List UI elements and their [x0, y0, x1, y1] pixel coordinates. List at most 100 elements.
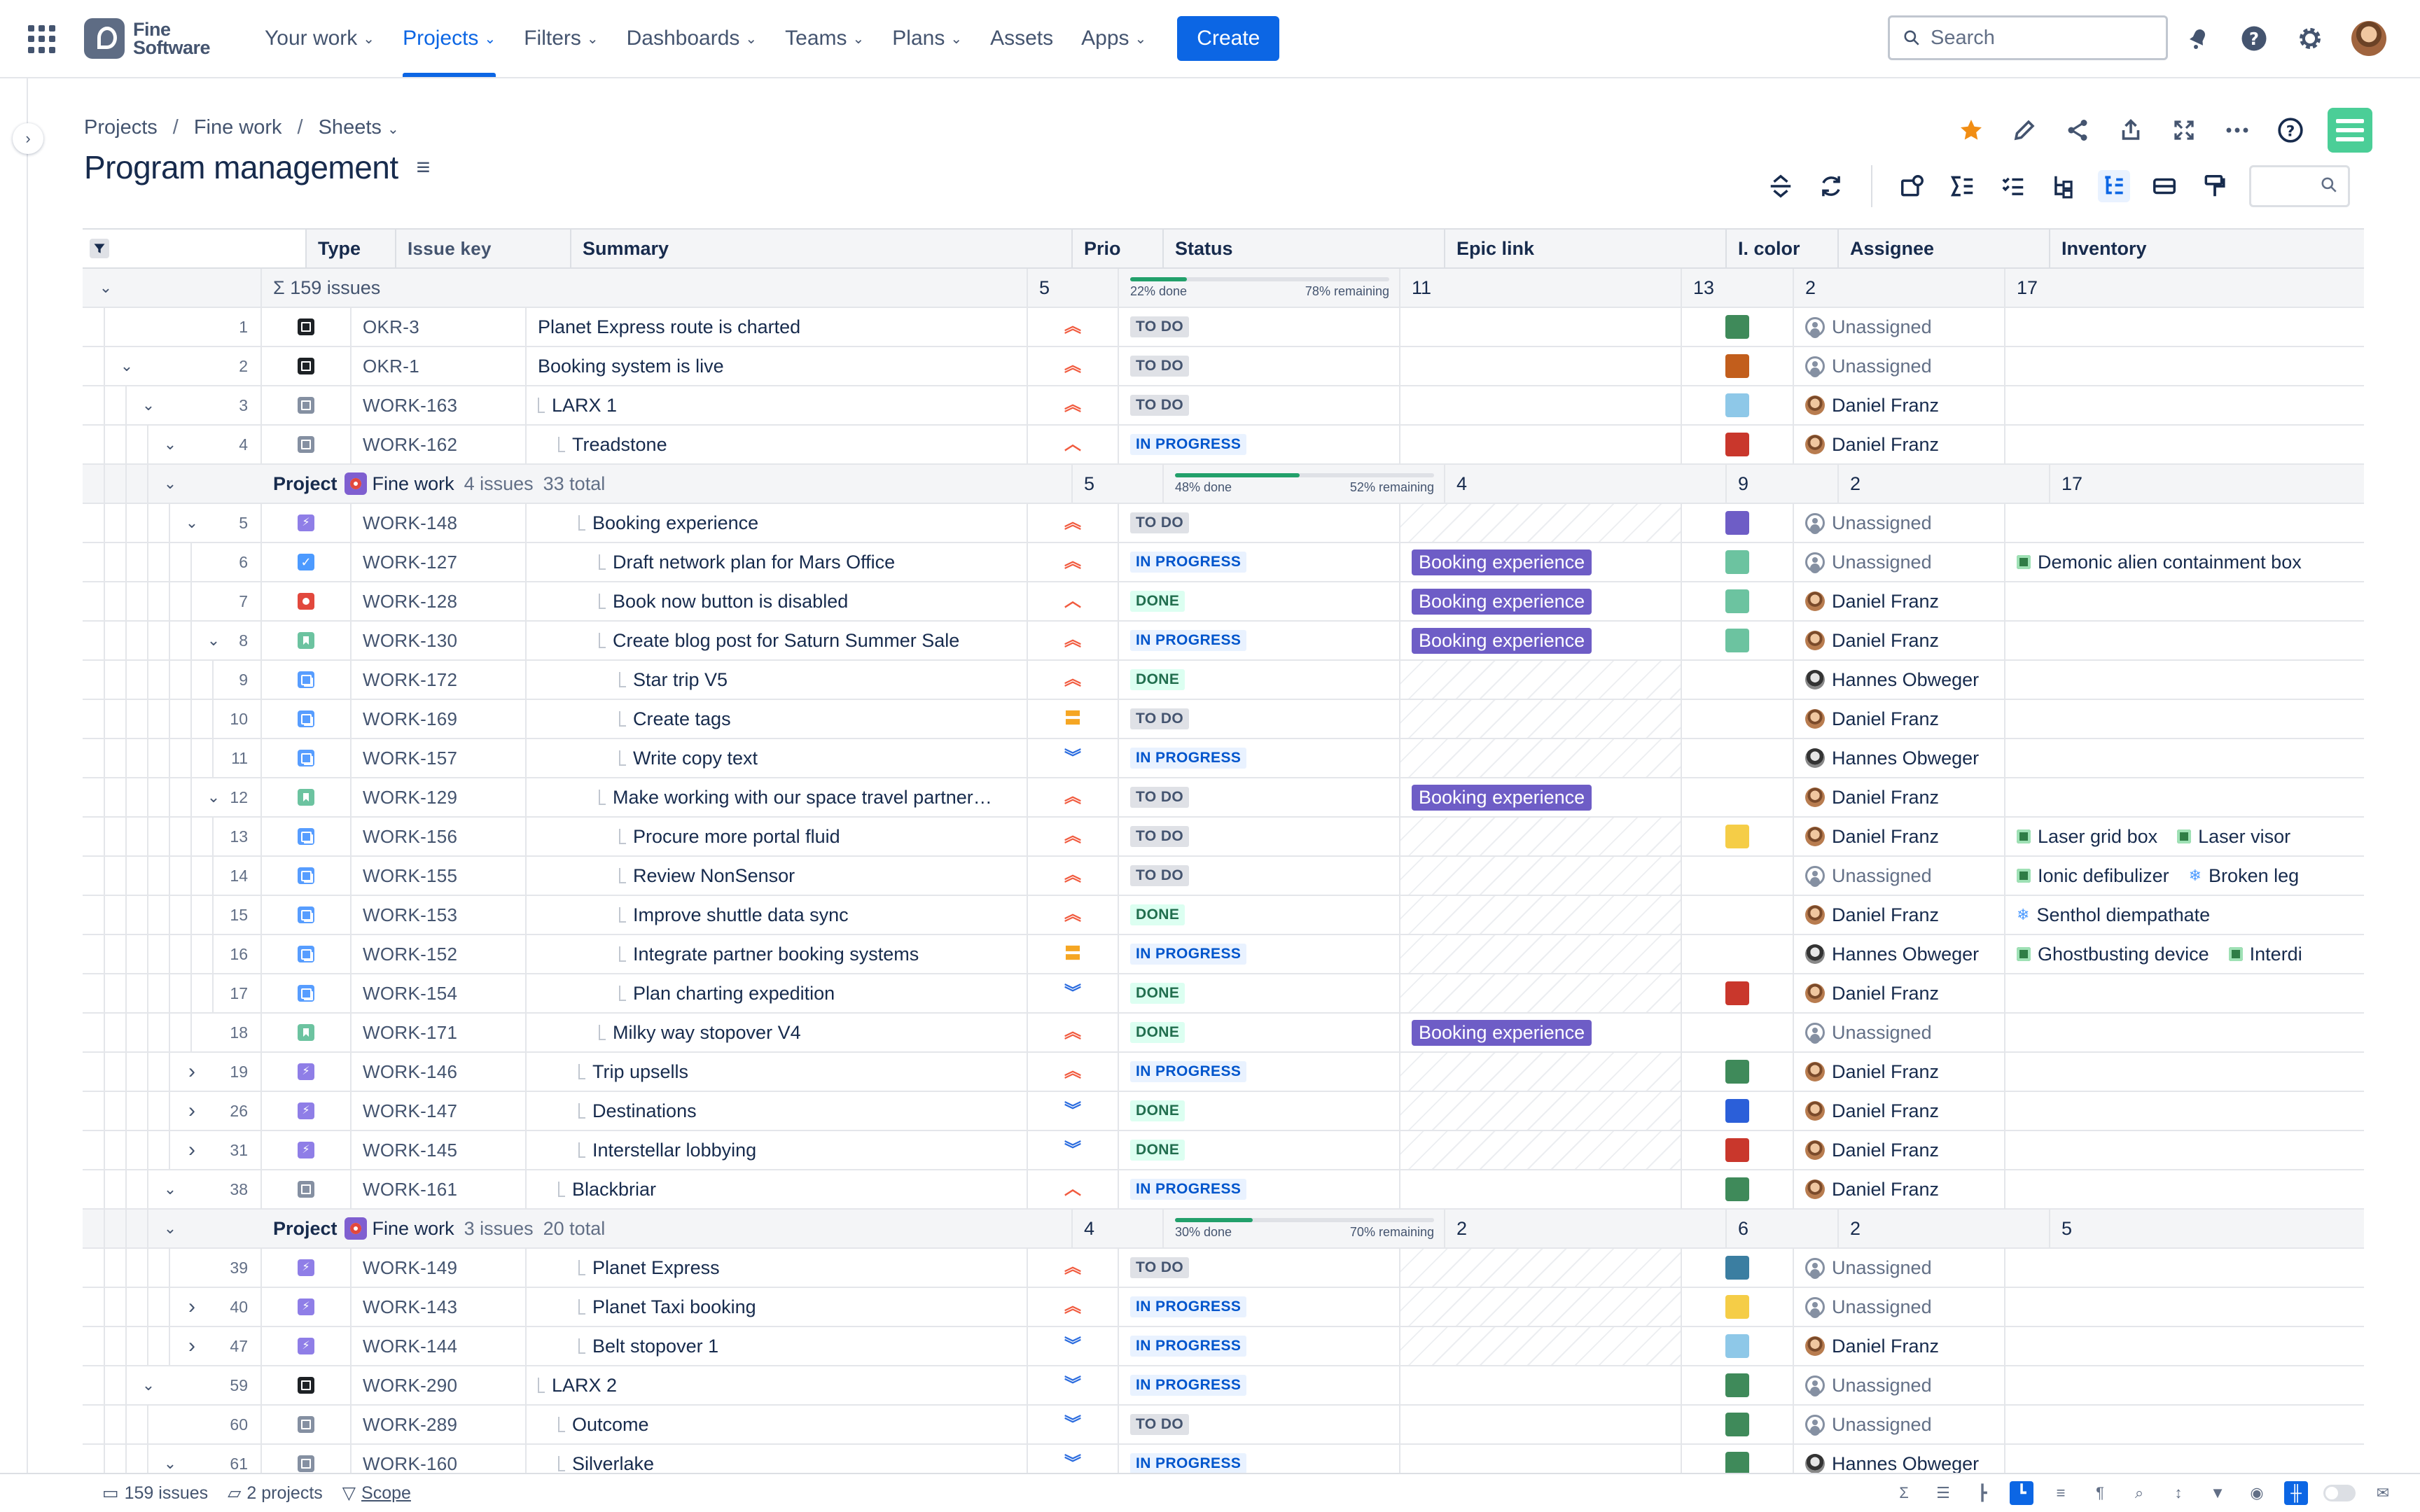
- inventory-cell[interactable]: [2005, 1288, 2318, 1326]
- assignee-cell[interactable]: Daniel Franz: [1794, 896, 2005, 934]
- chevron-right-icon[interactable]: ›: [188, 1295, 195, 1318]
- inventory-cell[interactable]: [2005, 1366, 2318, 1404]
- summary-cell[interactable]: Procure more portal fluid: [527, 818, 1028, 855]
- status-cell[interactable]: DONE: [1119, 896, 1400, 934]
- summary-cell[interactable]: Improve shuttle data sync: [527, 896, 1028, 934]
- issue-color-cell[interactable]: [1682, 386, 1794, 424]
- table-row[interactable]: › 19 WORK-146 Trip upsells ︽ IN PROGRESS Danie…: [83, 1053, 2364, 1092]
- group-project-name[interactable]: Fine work: [372, 472, 454, 494]
- issue-color-cell[interactable]: [1682, 1092, 1794, 1130]
- inventory-cell[interactable]: [2005, 347, 2318, 385]
- status-cell[interactable]: TO DO: [1119, 700, 1400, 738]
- epic-link-cell[interactable]: [1400, 1053, 1682, 1091]
- column-header-issue-key[interactable]: Issue key: [396, 230, 571, 267]
- inventory-cell[interactable]: [2005, 1249, 2318, 1287]
- summary-cell[interactable]: Belt stopover 1: [527, 1327, 1028, 1365]
- summary-cell[interactable]: Create blog post for Saturn Summer Sale: [527, 622, 1028, 659]
- chevron-down-icon[interactable]: ⌄: [185, 514, 199, 531]
- assignee-cell[interactable]: Unassigned: [1794, 1288, 2005, 1326]
- assignee-cell[interactable]: Hannes Obweger: [1794, 739, 2005, 777]
- status-cell[interactable]: IN PROGRESS: [1119, 622, 1400, 659]
- issue-key-link[interactable]: WORK-127: [352, 543, 527, 581]
- epic-link-cell[interactable]: [1400, 857, 1682, 895]
- chevron-down-icon[interactable]: ⌄: [163, 1219, 177, 1237]
- breadcrumb-sheets[interactable]: Sheets ⌄: [318, 116, 399, 139]
- issue-key-link[interactable]: WORK-169: [352, 700, 527, 738]
- star-icon[interactable]: [1955, 114, 1987, 146]
- assignee-cell[interactable]: Daniel Franz: [1794, 1131, 2005, 1169]
- issue-color-cell[interactable]: [1682, 1053, 1794, 1091]
- table-row[interactable]: 10 WORK-169 Create tags 〓 TO DO Daniel Franz: [83, 700, 2364, 739]
- issue-key-link[interactable]: WORK-130: [352, 622, 527, 659]
- assignee-cell[interactable]: Unassigned: [1794, 1406, 2005, 1443]
- assignee-cell[interactable]: Unassigned: [1794, 543, 2005, 581]
- summary-cell[interactable]: Draft network plan for Mars Office: [527, 543, 1028, 581]
- summary-cell[interactable]: Plan charting expedition: [527, 974, 1028, 1012]
- assignee-cell[interactable]: Daniel Franz: [1794, 582, 2005, 620]
- inventory-item[interactable]: Ghostbusting device: [2017, 944, 2209, 965]
- status-cell[interactable]: TO DO: [1119, 778, 1400, 816]
- table-row[interactable]: ⌄ 4 WORK-162 Treadstone ︿ IN PROGRESS Daniel F…: [83, 426, 2364, 465]
- inventory-cell[interactable]: [2005, 308, 2318, 346]
- description-icon[interactable]: ≡: [416, 153, 431, 181]
- epic-link-tag[interactable]: Booking experience: [1412, 627, 1592, 654]
- inventory-cell[interactable]: Demonic alien containment box: [2005, 543, 2318, 581]
- inventory-cell[interactable]: [2005, 1406, 2318, 1443]
- breadcrumb-projects[interactable]: Projects: [84, 116, 158, 139]
- chevron-down-icon[interactable]: ⌄: [141, 1376, 155, 1394]
- chevron-down-icon[interactable]: ⌄: [207, 788, 217, 806]
- assignee-cell[interactable]: Daniel Franz: [1794, 1092, 2005, 1130]
- epic-link-cell[interactable]: [1400, 1092, 1682, 1130]
- epic-link-cell[interactable]: [1400, 1366, 1682, 1404]
- status-cell[interactable]: IN PROGRESS: [1119, 1327, 1400, 1365]
- issue-key-link[interactable]: WORK-152: [352, 935, 527, 973]
- issue-color-cell[interactable]: [1682, 661, 1794, 699]
- footer-sum-icon[interactable]: Σ: [1899, 1484, 1909, 1502]
- status-cell[interactable]: IN PROGRESS: [1119, 1445, 1400, 1483]
- assignee-cell[interactable]: Daniel Franz: [1794, 778, 2005, 816]
- epic-link-tag[interactable]: Booking experience: [1412, 549, 1592, 575]
- assignee-cell[interactable]: Unassigned: [1794, 1249, 2005, 1287]
- nav-item-assets[interactable]: Assets: [990, 0, 1053, 77]
- issue-key-link[interactable]: WORK-289: [352, 1406, 527, 1443]
- assignee-cell[interactable]: Daniel Franz: [1794, 622, 2005, 659]
- issue-color-cell[interactable]: [1682, 1406, 1794, 1443]
- epic-link-cell[interactable]: [1400, 1131, 1682, 1169]
- table-row[interactable]: ⌄ 12 WORK-129 Make working with our space t…: [83, 778, 2364, 818]
- inventory-item[interactable]: Laser grid box: [2017, 826, 2157, 848]
- chevron-down-icon[interactable]: ⌄: [207, 631, 217, 649]
- table-row[interactable]: 16 WORK-152 Integrate partner booking syst…: [83, 935, 2364, 974]
- epic-link-cell[interactable]: [1400, 504, 1682, 542]
- status-cell[interactable]: IN PROGRESS: [1119, 1366, 1400, 1404]
- assignee-cell[interactable]: Hannes Obweger: [1794, 1445, 2005, 1483]
- summary-cell[interactable]: Planet Express route is charted: [527, 308, 1028, 346]
- issue-color-cell[interactable]: [1682, 504, 1794, 542]
- epic-link-tag[interactable]: Booking experience: [1412, 1019, 1592, 1046]
- assignee-cell[interactable]: Daniel Franz: [1794, 426, 2005, 463]
- assignee-cell[interactable]: Unassigned: [1794, 347, 2005, 385]
- summary-cell[interactable]: Book now button is disabled: [527, 582, 1028, 620]
- inventory-cell[interactable]: [2005, 661, 2318, 699]
- issue-color-cell[interactable]: [1682, 347, 1794, 385]
- column-header-epic-link[interactable]: Epic link: [1445, 230, 1727, 267]
- tree-structure-icon[interactable]: [2098, 170, 2130, 202]
- issue-key-link[interactable]: WORK-129: [352, 778, 527, 816]
- issue-key-link[interactable]: WORK-146: [352, 1053, 527, 1091]
- table-row[interactable]: 7 WORK-128 Book now button is disabled ︿ DON…: [83, 582, 2364, 622]
- inventory-item[interactable]: ❄ Broken leg: [2188, 865, 2299, 887]
- table-row[interactable]: › 26 WORK-147 Destinations ︾ DONE Daniel Franz: [83, 1092, 2364, 1131]
- column-header-assignee[interactable]: Assignee: [1839, 230, 2050, 267]
- views-icon[interactable]: [1896, 170, 1928, 202]
- epic-link-cell[interactable]: [1400, 700, 1682, 738]
- issue-color-cell[interactable]: [1682, 974, 1794, 1012]
- issue-color-cell[interactable]: [1682, 896, 1794, 934]
- summary-cell[interactable]: Star trip V5: [527, 661, 1028, 699]
- summary-cell[interactable]: Integrate partner booking systems: [527, 935, 1028, 973]
- epic-link-cell[interactable]: [1400, 1170, 1682, 1208]
- issue-color-cell[interactable]: [1682, 426, 1794, 463]
- inventory-cell[interactable]: Laser grid box Laser visor: [2005, 818, 2318, 855]
- table-row[interactable]: 14 WORK-155 Review NonSensor ︽ TO DO Unassign…: [83, 857, 2364, 896]
- epic-link-cell[interactable]: [1400, 739, 1682, 777]
- status-cell[interactable]: IN PROGRESS: [1119, 935, 1400, 973]
- assignee-cell[interactable]: Unassigned: [1794, 1014, 2005, 1051]
